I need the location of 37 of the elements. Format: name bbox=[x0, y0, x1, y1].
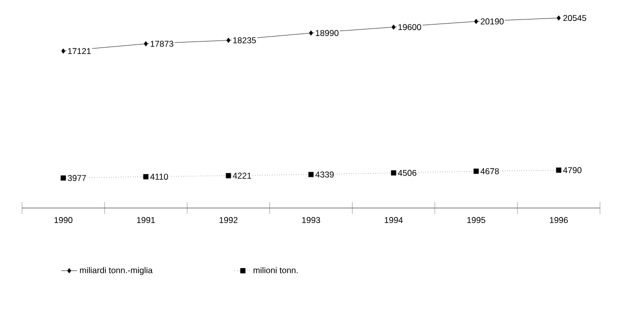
data-label: 4110 bbox=[150, 174, 168, 180]
data-label: 4221 bbox=[232, 172, 252, 179]
point bbox=[226, 173, 232, 178]
data-label: 20545 bbox=[563, 14, 586, 21]
point bbox=[226, 38, 230, 43]
data-label: 4506 bbox=[398, 170, 416, 176]
point bbox=[309, 30, 314, 36]
data-label: 4790 bbox=[563, 167, 582, 174]
legend-label: miliardi tonn.-miglia bbox=[80, 266, 153, 275]
data-label: 4678 bbox=[480, 168, 499, 174]
point bbox=[61, 48, 66, 54]
point bbox=[60, 175, 66, 181]
x-tick-label: 1995 bbox=[467, 217, 486, 224]
data-label: 18235 bbox=[233, 37, 256, 44]
point bbox=[556, 168, 562, 173]
point bbox=[474, 18, 478, 24]
point bbox=[308, 172, 314, 178]
x-tick-label: 1996 bbox=[550, 217, 568, 224]
point bbox=[474, 168, 479, 174]
data-label: 18990 bbox=[316, 30, 338, 36]
x-tick-label: 1992 bbox=[220, 217, 238, 224]
x-tick-label: 1993 bbox=[302, 217, 320, 224]
point bbox=[556, 15, 561, 21]
data-label: 4339 bbox=[315, 172, 334, 178]
data-label: 20190 bbox=[480, 18, 504, 24]
x-tick-label: 1994 bbox=[384, 217, 403, 224]
point bbox=[143, 174, 148, 180]
data-label: 3977 bbox=[68, 174, 86, 182]
data-label: 17121 bbox=[68, 48, 91, 54]
data-label: 17873 bbox=[150, 40, 174, 47]
point bbox=[144, 41, 148, 46]
point bbox=[392, 24, 396, 30]
legend-label: milioni tonn. bbox=[254, 266, 298, 274]
point bbox=[390, 170, 396, 176]
data-label: 19600 bbox=[398, 24, 422, 30]
x-tick-label: 1990 bbox=[54, 217, 72, 224]
x-tick-label: 1991 bbox=[137, 217, 155, 224]
